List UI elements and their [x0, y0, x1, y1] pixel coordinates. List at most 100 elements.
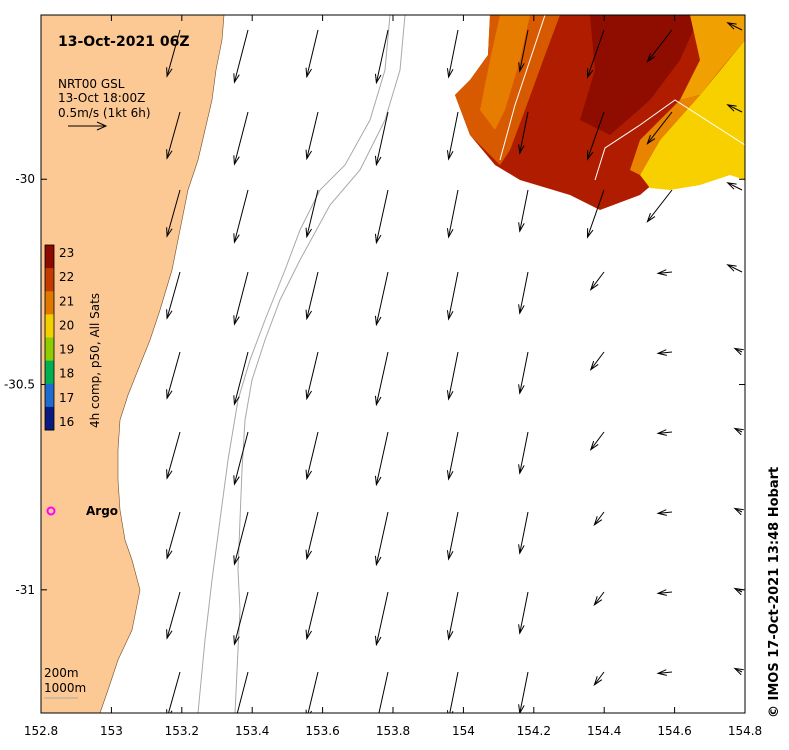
x-tick-label: 154.8	[728, 724, 762, 738]
current-arrow	[446, 29, 459, 79]
colorbar-swatch	[45, 337, 54, 362]
colorbar-swatch	[45, 245, 54, 269]
current-arrow	[305, 351, 319, 401]
current-arrow	[236, 671, 249, 713]
current-arrow	[374, 29, 389, 85]
current-arrow	[656, 349, 673, 356]
current-arrow	[166, 351, 181, 400]
current-arrow	[305, 591, 319, 641]
x-tick-label: 152.8	[24, 724, 58, 738]
legend-scale-arrow	[68, 121, 108, 131]
current-arrow	[589, 271, 605, 291]
current-arrow	[593, 591, 605, 607]
current-arrow	[586, 29, 605, 79]
current-arrow	[166, 671, 181, 713]
current-arrow	[733, 507, 744, 516]
current-arrow	[446, 351, 459, 401]
colorbar-frame	[44, 244, 55, 431]
x-axis: 152.8 153 153.2 153.4 153.6 153.8 154 154.2 154.…	[24, 15, 762, 738]
current-arrow	[726, 104, 743, 113]
current-arrow	[305, 111, 319, 161]
current-arrow	[374, 189, 389, 245]
colorbar-tick-label: 23	[59, 246, 74, 260]
isobath-200m	[234, 15, 406, 713]
current-arrow	[166, 271, 181, 320]
x-tick-label: 153.2	[165, 724, 199, 738]
current-arrow	[656, 429, 673, 436]
current-arrow	[233, 271, 249, 326]
current-arrow	[593, 511, 605, 527]
x-tick-label: 154.4	[587, 724, 621, 738]
current-arrow	[305, 271, 319, 321]
current-arrow	[305, 189, 319, 239]
legend-time: 13-Oct 18:00Z	[58, 91, 145, 105]
current-arrow	[446, 671, 459, 713]
current-arrow	[446, 511, 459, 561]
current-arrow	[593, 671, 605, 687]
colorbar-tick-label: 19	[59, 343, 74, 357]
current-arrow	[233, 189, 249, 244]
current-arrow	[374, 271, 389, 327]
colorbar-tick-label: 21	[59, 294, 74, 308]
current-arrow	[233, 29, 249, 84]
current-arrow	[446, 111, 459, 161]
current-arrow	[586, 189, 605, 239]
credit-text: © IMOS 17-Oct-2021 13:48 Hobart	[767, 467, 782, 718]
current-arrow	[656, 269, 673, 276]
current-arrow	[166, 431, 181, 480]
y-tick-label: -30.5	[4, 378, 35, 392]
legend-product: NRT00 GSL	[58, 77, 125, 91]
current-arrow	[518, 511, 529, 555]
current-arrow	[586, 111, 605, 161]
isobath-1000m	[197, 15, 391, 713]
current-arrow	[233, 111, 249, 166]
current-arrow	[233, 431, 249, 486]
current-arrow	[726, 182, 743, 191]
current-arrow	[726, 264, 743, 273]
isobath-label-200m: 200m	[44, 666, 79, 680]
colorbar-tick-label: 22	[59, 270, 74, 284]
current-arrow	[589, 351, 605, 371]
current-arrow	[166, 591, 181, 640]
colorbar-tick-label: 20	[59, 318, 74, 332]
colorbar-tick-label: 17	[59, 391, 74, 405]
argo-label: Argo	[86, 504, 118, 518]
current-arrow	[518, 351, 529, 395]
colorbar-swatch	[45, 360, 54, 385]
current-arrow	[656, 669, 673, 676]
y-tick-label: -31	[15, 583, 35, 597]
isobath-label-1000m: 1000m	[44, 681, 86, 695]
current-vectors	[166, 22, 744, 713]
colorbar-tick-label: 18	[59, 367, 74, 381]
colorbar-swatch	[45, 291, 54, 315]
current-arrow	[733, 347, 744, 356]
current-arrow	[589, 431, 605, 451]
current-arrow	[733, 427, 744, 436]
x-tick-label: 153.8	[376, 724, 410, 738]
colorbar-swatch	[45, 314, 54, 338]
sst-colorbar: 23 22 21 20 19 18 17 16	[44, 244, 74, 431]
current-arrow	[305, 29, 319, 79]
current-arrow	[233, 511, 249, 566]
current-arrow	[446, 591, 459, 641]
current-arrow	[518, 111, 529, 155]
current-arrow	[305, 511, 319, 561]
colorbar-label: 4h comp, p50, All Sats	[88, 293, 102, 428]
current-arrow	[646, 111, 673, 145]
current-arrow	[518, 591, 529, 635]
coastline-land	[41, 15, 225, 713]
current-arrow	[726, 22, 743, 31]
map-title: 13-Oct-2021 06Z	[58, 34, 189, 50]
current-arrow	[733, 587, 744, 596]
legend-scale: 0.5m/s (1kt 6h)	[58, 106, 151, 120]
current-arrow	[518, 29, 529, 73]
current-arrow	[233, 591, 249, 646]
x-tick-label: 154.6	[657, 724, 691, 738]
current-arrow	[733, 667, 744, 676]
current-arrow	[233, 351, 249, 406]
argo-marker	[46, 506, 56, 516]
x-tick-label: 153.4	[235, 724, 269, 738]
sst-patch	[455, 15, 745, 210]
current-arrow	[646, 29, 673, 63]
